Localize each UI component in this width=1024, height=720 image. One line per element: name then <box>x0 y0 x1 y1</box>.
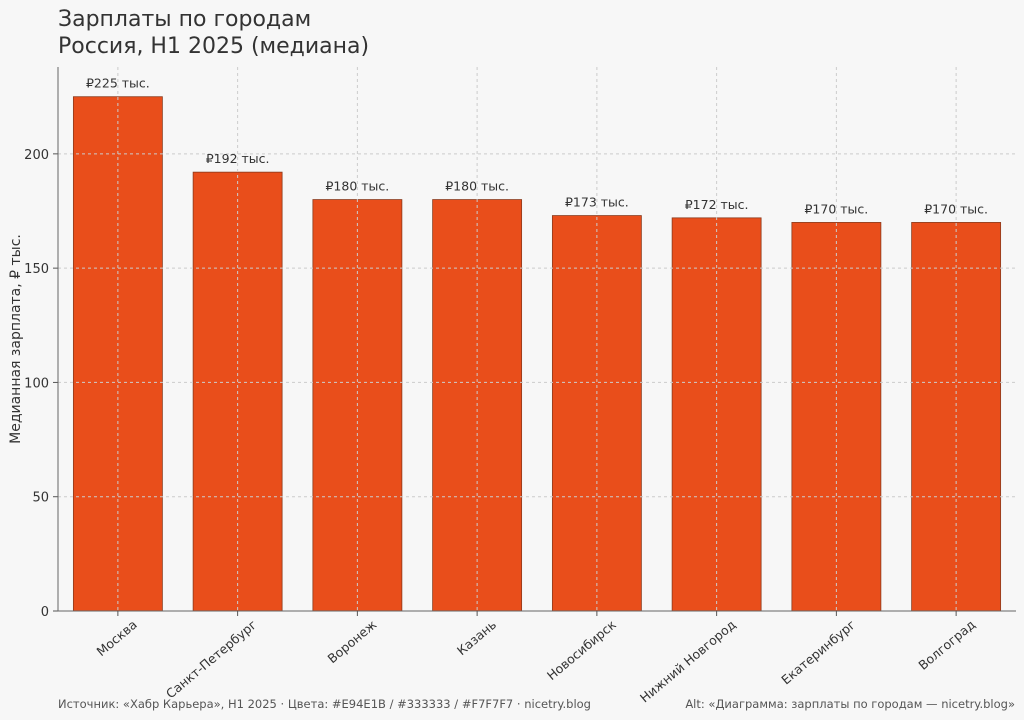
footer-alt: Alt: «Диаграмма: зарплаты по городам — n… <box>685 697 1015 711</box>
bar <box>72 96 163 612</box>
data-label: ₽192 тыс. <box>206 151 270 166</box>
x-tick-label: Новосибирск <box>544 617 619 684</box>
data-label: ₽172 тыс. <box>685 197 749 212</box>
data-label: ₽225 тыс. <box>86 76 150 91</box>
y-tick-label: 150 <box>24 262 49 277</box>
data-label: ₽173 тыс. <box>565 195 629 210</box>
data-label: ₽180 тыс. <box>325 179 389 194</box>
data-label: ₽170 тыс. <box>924 201 988 216</box>
y-tick-label: 100 <box>24 376 49 391</box>
x-tick-label: Воронеж <box>325 617 380 666</box>
chart-title: Зарплаты по городам <box>58 7 312 32</box>
x-tick-label: Казань <box>454 617 499 658</box>
bar <box>551 215 642 612</box>
x-tick-label: Нижний Новгород <box>637 617 739 706</box>
x-tick-label: Екатеринбург <box>778 617 858 688</box>
y-tick-label: 50 <box>32 491 49 506</box>
chart-subtitle: Россия, H1 2025 (медиана) <box>58 34 370 59</box>
y-tick-label: 200 <box>24 148 49 163</box>
x-tick-label: Москва <box>93 617 139 659</box>
y-tick-label: 0 <box>41 605 49 620</box>
bar <box>671 217 762 612</box>
footer-source: Источник: «Хабр Карьера», H1 2025 · Цвет… <box>58 697 591 711</box>
data-label: ₽170 тыс. <box>804 201 868 216</box>
x-tick-label: Волгоград <box>915 617 978 673</box>
data-label: ₽180 тыс. <box>445 179 509 194</box>
chart-title-block: Зарплаты по городам Россия, H1 2025 (мед… <box>58 6 369 60</box>
y-axis-label: Медианная зарплата, ₽ тыс. <box>8 234 24 444</box>
x-tick-label: Санкт-Петербург <box>163 617 260 701</box>
